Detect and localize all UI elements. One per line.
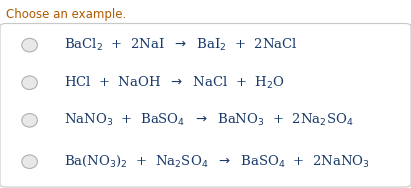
Text: HCl  +  NaOH  $\rightarrow$  NaCl  +  H$_2$O: HCl + NaOH $\rightarrow$ NaCl + H$_2$O: [64, 75, 284, 91]
Ellipse shape: [22, 38, 37, 52]
Text: Choose an example.: Choose an example.: [6, 8, 127, 21]
Ellipse shape: [22, 76, 37, 89]
Ellipse shape: [22, 155, 37, 168]
Ellipse shape: [22, 114, 37, 127]
FancyBboxPatch shape: [0, 24, 411, 187]
Text: BaCl$_2$  +  2NaI  $\rightarrow$  BaI$_2$  +  2NaCl: BaCl$_2$ + 2NaI $\rightarrow$ BaI$_2$ + …: [64, 37, 298, 53]
Text: Ba(NO$_3$)$_2$  +  Na$_2$SO$_4$  $\rightarrow$  BaSO$_4$  +  2NaNO$_3$: Ba(NO$_3$)$_2$ + Na$_2$SO$_4$ $\rightarr…: [64, 154, 369, 169]
Text: NaNO$_3$  +  BaSO$_4$  $\rightarrow$  BaNO$_3$  +  2Na$_2$SO$_4$: NaNO$_3$ + BaSO$_4$ $\rightarrow$ BaNO$_…: [64, 112, 353, 128]
